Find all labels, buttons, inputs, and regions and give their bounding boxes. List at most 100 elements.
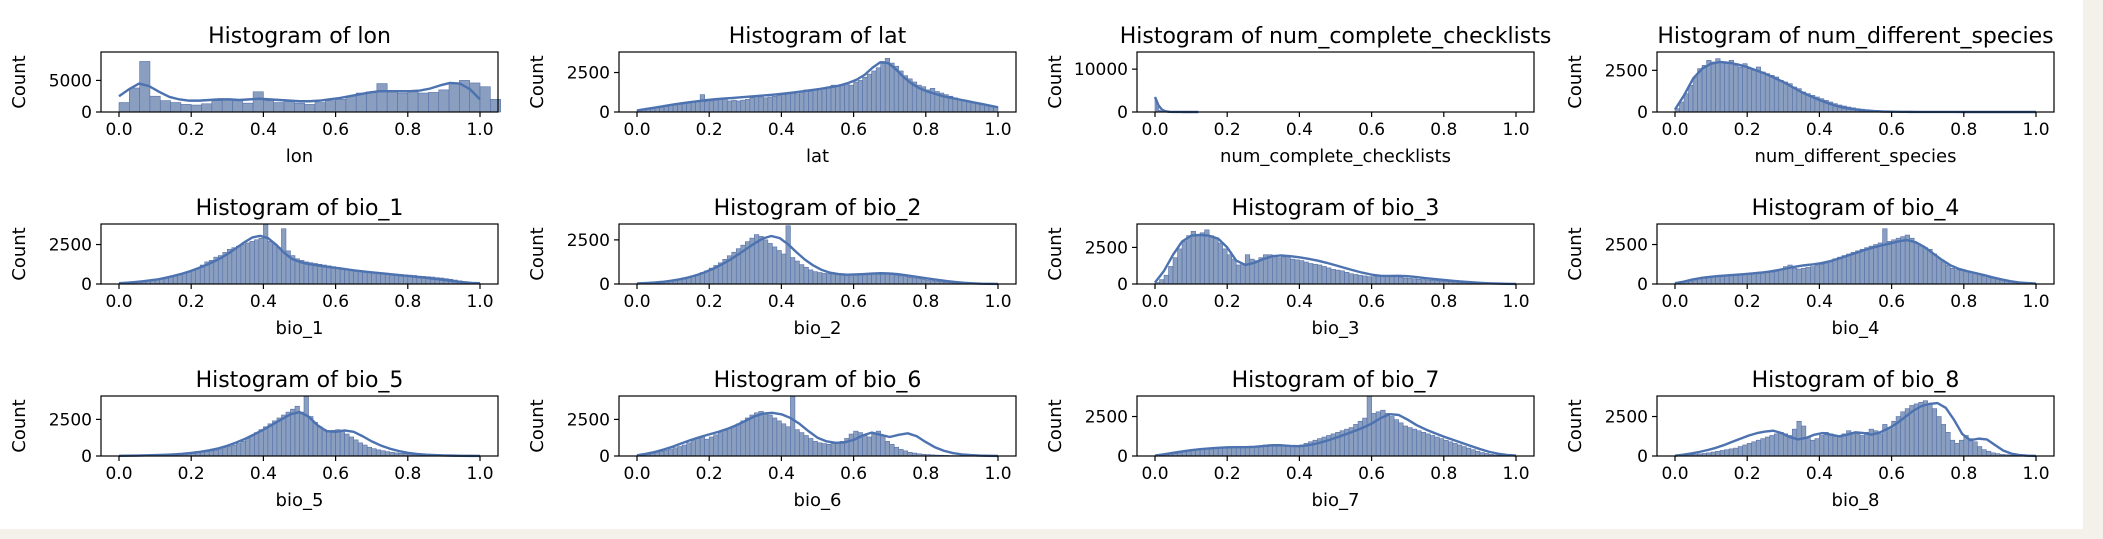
histogram-bar: [835, 85, 841, 113]
histogram-bar: [1715, 276, 1721, 285]
histogram-bar: [1235, 264, 1242, 285]
histogram-bar: [1213, 238, 1219, 285]
x-tick-label: 0.8: [1430, 292, 1457, 312]
x-tick-label: 0.6: [840, 120, 867, 140]
histogram-bar: [726, 100, 733, 113]
y-tick-label: 0: [1117, 447, 1128, 467]
histogram-bar: [1438, 438, 1445, 457]
histogram-bar: [1398, 277, 1404, 285]
histogram-bar: [1249, 446, 1255, 457]
histogram-bar: [1724, 275, 1730, 285]
histogram-bar: [321, 264, 327, 285]
x-tick-label: 0.6: [1878, 292, 1905, 312]
histogram-bar: [1936, 258, 1942, 285]
histogram-bar: [345, 95, 357, 113]
histogram-bar: [267, 241, 273, 285]
histogram-bar: [781, 423, 787, 457]
histogram-bar: [1746, 68, 1753, 113]
histogram-bar: [1312, 263, 1318, 285]
histogram-bar: [731, 99, 737, 113]
x-tick-label: 0.2: [1214, 120, 1241, 140]
histogram-bar: [1746, 443, 1753, 457]
histogram-bar: [668, 105, 674, 113]
histogram-bar: [1832, 435, 1838, 457]
histogram-bar: [149, 95, 161, 113]
histogram-bar: [1407, 427, 1413, 457]
axes-frame: [618, 395, 1017, 457]
histogram-bar: [902, 450, 909, 457]
histogram-bar: [695, 438, 701, 457]
histogram-bar: [1290, 258, 1296, 285]
x-tick-label: 0.4: [768, 292, 795, 312]
histogram-bar: [1868, 245, 1874, 285]
histogram-bar: [1886, 427, 1892, 457]
histogram-bar: [853, 430, 859, 457]
histogram-bar: [1778, 269, 1784, 285]
histogram-bar: [821, 273, 827, 285]
x-tick-label: 0.4: [768, 464, 795, 484]
histogram-bar: [321, 429, 327, 457]
histogram-bar: [1710, 61, 1716, 113]
histogram-bar: [1778, 80, 1784, 113]
y-tick-label: 0: [1637, 447, 1648, 467]
histogram-bar: [1819, 263, 1825, 285]
histogram-bar: [749, 97, 755, 113]
histogram-bar: [1688, 85, 1694, 113]
histogram-bar: [749, 414, 755, 457]
histogram-bar: [668, 448, 674, 457]
histogram-bar: [817, 88, 823, 113]
histogram-bar: [272, 244, 278, 285]
histogram-bar: [1466, 447, 1472, 457]
x-tick-label: 0.6: [322, 464, 349, 484]
histogram-bar: [826, 443, 832, 457]
histogram-bar: [1429, 435, 1436, 457]
histogram-bar: [1918, 245, 1924, 285]
histogram-bar: [884, 441, 891, 457]
histogram-bar: [490, 99, 501, 113]
histogram-bar: [686, 102, 692, 113]
histogram-bar: [1357, 274, 1363, 285]
y-axis-label: Count: [1565, 399, 1586, 452]
histogram-bar: [357, 271, 363, 285]
histogram-bar: [970, 102, 976, 113]
histogram-bar: [1737, 274, 1743, 285]
histogram-bar: [817, 272, 823, 285]
histogram-bar: [767, 243, 773, 285]
x-tick-label: 0.0: [623, 292, 650, 312]
histogram-bar: [1981, 275, 1987, 285]
histogram-bar: [290, 408, 296, 457]
histogram-bar: [835, 442, 841, 457]
histogram-bar: [376, 83, 388, 113]
histogram-bar: [1344, 271, 1350, 285]
histogram-bar: [686, 442, 692, 457]
histogram-bar: [1348, 273, 1354, 285]
histogram-panel: 0.0 0.2 0.4 0.6 0.8 1.0 0 2500 Histogram of bio_…: [1565, 368, 2055, 511]
histogram-bar: [763, 413, 769, 457]
histogram-bar: [1850, 432, 1856, 457]
histogram-bar: [258, 429, 264, 457]
histogram-bar: [1859, 435, 1865, 457]
histogram-bar: [1335, 269, 1341, 285]
histogram-bar: [1792, 428, 1798, 457]
histogram-bar: [263, 223, 269, 285]
histogram-bar: [353, 439, 359, 457]
histogram-panel: 0.0 0.2 0.4 0.6 0.8 1.0 0 2500 Histogram of lat l…: [527, 24, 1017, 167]
histogram-bar: [1746, 273, 1753, 285]
histogram-bar: [1769, 75, 1775, 113]
y-tick-label: 0: [81, 447, 92, 467]
histogram-bar: [1416, 279, 1422, 285]
histogram-bar: [1290, 446, 1296, 457]
x-tick-label: 1.0: [2022, 464, 2049, 484]
histogram-bar: [898, 275, 904, 285]
histogram-bar: [1710, 276, 1716, 285]
histogram-bar: [1855, 433, 1861, 457]
histogram-bar: [195, 267, 201, 285]
histogram-bar: [1231, 446, 1237, 457]
histogram-bar: [1764, 436, 1771, 457]
histogram-bar: [118, 102, 130, 113]
histogram-bar: [1393, 276, 1399, 285]
histogram-bar: [1294, 259, 1300, 285]
histogram-bar: [1728, 60, 1734, 113]
kde-line: [636, 234, 999, 286]
histogram-bar: [803, 266, 809, 285]
